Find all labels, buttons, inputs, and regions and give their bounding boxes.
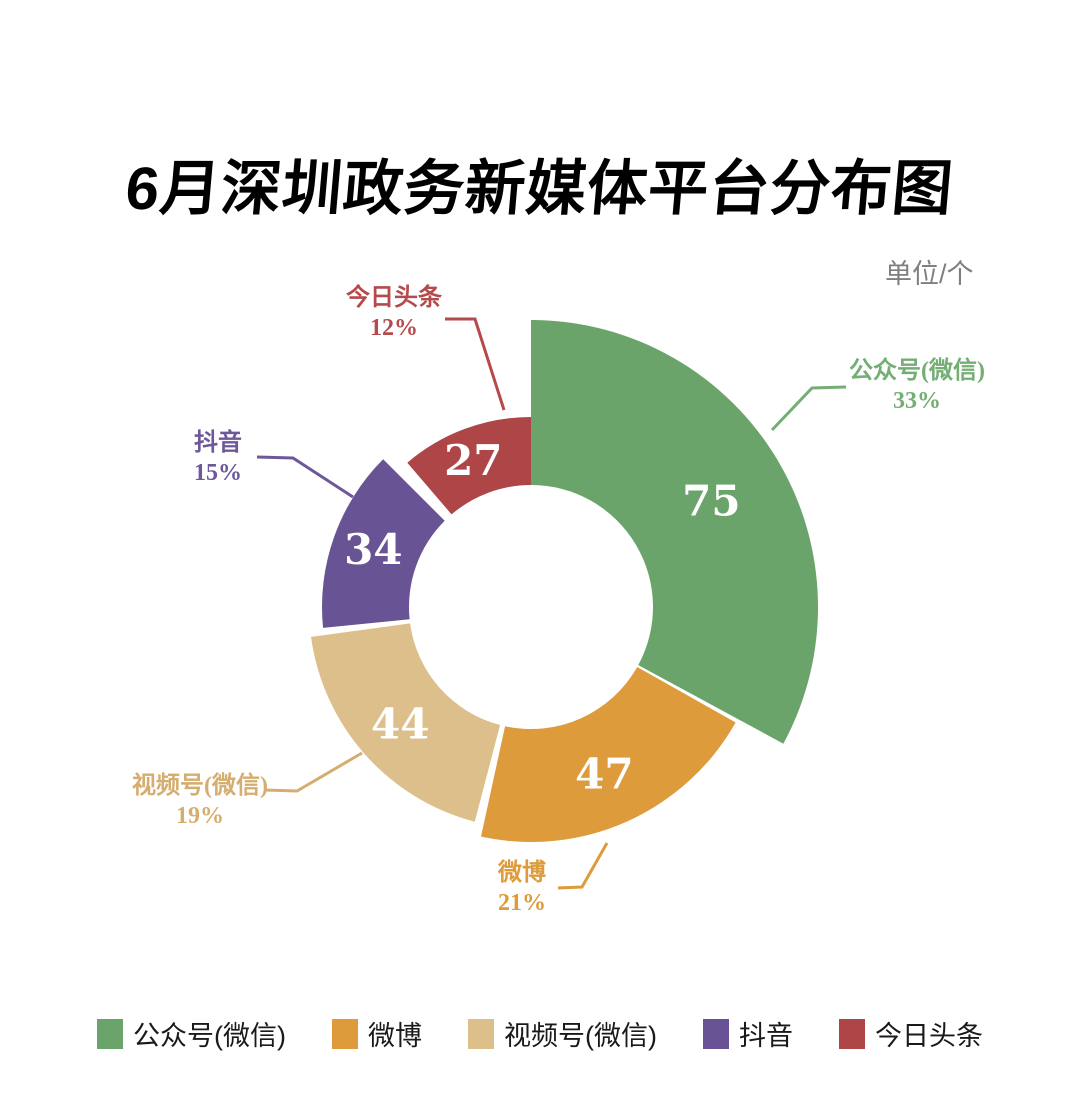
leader-line-公众号(微信) [770, 385, 847, 432]
callout-label: 今日头条 [346, 285, 442, 311]
legend-swatch [332, 1018, 358, 1049]
leader-line-微博 [557, 842, 609, 890]
chart-legend: 公众号(微信) 微博 视频号(微信) 抖音 今日头条 [0, 1014, 1080, 1053]
legend-label: 抖音 [738, 1021, 793, 1051]
legend-label: 今日头条 [874, 1021, 983, 1051]
callout-label: 视频号(微信) [132, 773, 268, 799]
legend-swatch [468, 1018, 494, 1049]
slice-微博[interactable] [481, 666, 736, 842]
legend-item-公众号(微信)[interactable]: 公众号(微信) [97, 1014, 286, 1053]
legend-label: 公众号(微信) [133, 1021, 286, 1051]
slice-视频号(微信)[interactable] [311, 623, 501, 822]
callout-label: 公众号(微信) [849, 358, 985, 384]
value-label-公众号(微信): 75 [682, 477, 740, 526]
legend-label: 视频号(微信) [504, 1021, 657, 1051]
callout-pct: 33% [892, 388, 941, 414]
callout-公众号(微信): 公众号(微信) 33% [849, 356, 985, 416]
callout-微博: 微博 21% [498, 858, 546, 918]
legend-item-视频号(微信)[interactable]: 视频号(微信) [468, 1014, 657, 1053]
callout-label: 微博 [498, 860, 546, 886]
leader-line-视频号(微信) [264, 751, 363, 793]
callout-pct: 12% [370, 315, 418, 341]
callout-label: 抖音 [194, 430, 242, 456]
value-label-抖音: 34 [344, 525, 402, 574]
legend-label: 微博 [368, 1021, 422, 1051]
slice-公众号(微信)[interactable] [531, 320, 819, 744]
callout-今日头条: 今日头条 12% [346, 283, 442, 343]
callout-pct: 21% [498, 890, 546, 916]
legend-swatch [838, 1018, 865, 1049]
callout-pct: 15% [194, 460, 242, 486]
value-label-视频号(微信): 44 [371, 699, 429, 748]
callout-视频号(微信): 视频号(微信) 19% [132, 771, 268, 831]
leader-line-抖音 [256, 455, 354, 499]
value-label-今日头条: 27 [444, 436, 502, 485]
legend-item-抖音[interactable]: 抖音 [702, 1014, 793, 1053]
value-label-微博: 47 [575, 749, 633, 798]
slice-抖音[interactable] [322, 459, 445, 628]
callout-抖音: 抖音 15% [194, 428, 242, 488]
legend-swatch [97, 1018, 124, 1049]
unit-label: 单位/个 [885, 259, 974, 289]
legend-item-微博[interactable]: 微博 [332, 1014, 422, 1053]
slice-今日头条[interactable] [407, 417, 531, 515]
leader-line-今日头条 [445, 317, 506, 411]
legend-item-今日头条[interactable]: 今日头条 [838, 1014, 983, 1053]
callout-pct: 19% [175, 803, 224, 829]
legend-swatch [702, 1018, 729, 1049]
